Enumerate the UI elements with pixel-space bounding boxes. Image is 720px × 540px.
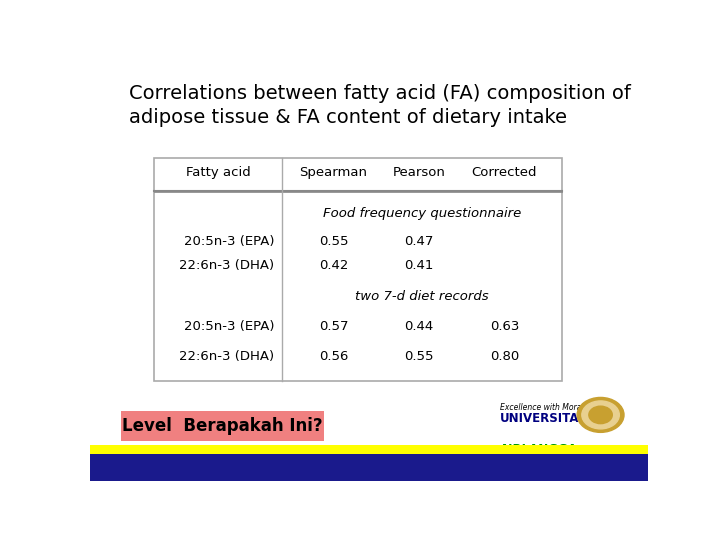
Text: 0.80: 0.80: [490, 349, 519, 362]
Text: Fatty acid: Fatty acid: [186, 166, 251, 179]
Text: Level  Berapakah Ini?: Level Berapakah Ini?: [122, 417, 323, 435]
Text: 0.63: 0.63: [490, 320, 519, 333]
Circle shape: [589, 406, 612, 424]
Circle shape: [582, 401, 619, 429]
FancyBboxPatch shape: [121, 411, 324, 441]
Text: Corrected: Corrected: [472, 166, 537, 179]
Text: Pearson: Pearson: [392, 166, 446, 179]
Text: UNIVERSITAS: UNIVERSITAS: [500, 411, 588, 425]
Text: Food frequency questionnaire: Food frequency questionnaire: [323, 207, 521, 220]
Text: 22:6n-3 (DHA): 22:6n-3 (DHA): [179, 259, 274, 272]
Text: 0.55: 0.55: [404, 349, 433, 362]
Text: Correlations between fatty acid (FA) composition of
adipose tissue & FA content : Correlations between fatty acid (FA) com…: [129, 84, 631, 127]
FancyBboxPatch shape: [90, 451, 648, 481]
Text: 0.56: 0.56: [319, 349, 348, 362]
Text: Excellence with Morality: Excellence with Morality: [500, 403, 593, 413]
FancyBboxPatch shape: [90, 446, 648, 454]
FancyBboxPatch shape: [154, 158, 562, 381]
Text: 0.42: 0.42: [319, 259, 348, 272]
Text: 0.41: 0.41: [404, 259, 433, 272]
Text: Spearman: Spearman: [300, 166, 367, 179]
Text: 0.57: 0.57: [319, 320, 348, 333]
Text: 0.44: 0.44: [405, 320, 433, 333]
Circle shape: [577, 397, 624, 433]
Text: 22:6n-3 (DHA): 22:6n-3 (DHA): [179, 349, 274, 362]
Text: 20:5n-3 (EPA): 20:5n-3 (EPA): [184, 234, 274, 247]
Text: 0.47: 0.47: [404, 234, 433, 247]
Text: 20:5n-3 (EPA): 20:5n-3 (EPA): [184, 320, 274, 333]
Text: two 7-d diet records: two 7-d diet records: [355, 289, 489, 303]
Text: AIRLANGGA: AIRLANGGA: [500, 443, 578, 456]
Text: 0.55: 0.55: [319, 234, 348, 247]
